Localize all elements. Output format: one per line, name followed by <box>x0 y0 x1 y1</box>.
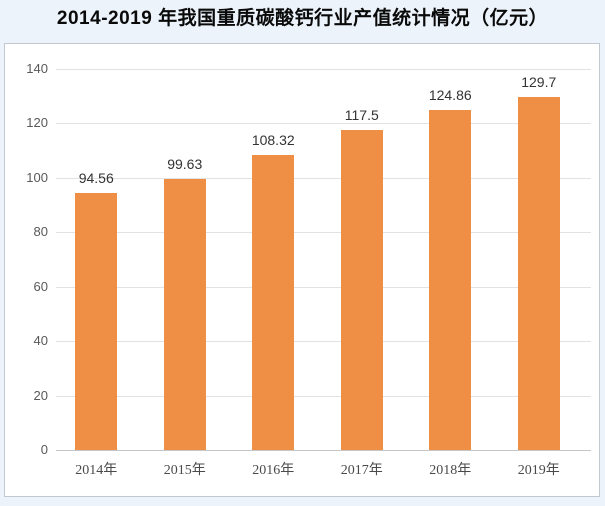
chart-title: 2014-2019 年我国重质碳酸钙行业产值统计情况（亿元） <box>56 8 549 29</box>
bar-2016年 <box>252 155 295 450</box>
x-axis-tick-label: 2015年 <box>163 463 206 478</box>
gridline <box>56 395 591 397</box>
plot-area: 0 20 40 60 80 100 120 140 94.56 2014年 99.63 2015年 10… <box>4 43 600 497</box>
gridline <box>56 286 591 288</box>
y-axis-tick-label: 60 <box>33 278 48 294</box>
x-axis-tick-label: 2014年 <box>75 463 118 478</box>
gridline <box>56 123 591 125</box>
bar-2017年 <box>340 130 383 450</box>
y-axis-tick-label: 20 <box>33 387 48 403</box>
x-axis-line <box>56 450 591 451</box>
bar-value-label: 108.32 <box>251 132 295 149</box>
gridline <box>56 232 591 234</box>
gridline <box>56 69 591 70</box>
bar-value-label: 94.56 <box>78 169 114 186</box>
bar-2014年 <box>75 192 118 450</box>
y-axis-tick-label: 40 <box>33 333 48 349</box>
bar-2018年 <box>429 110 472 450</box>
y-axis-tick-label: 80 <box>33 224 48 240</box>
gridline <box>56 177 591 179</box>
bar-value-label: 124.86 <box>428 87 472 104</box>
x-axis-tick-label: 2019年 <box>517 463 560 478</box>
gridline <box>56 341 591 343</box>
x-axis-tick-label: 2016年 <box>252 463 295 478</box>
x-axis-tick-label: 2018年 <box>429 463 472 478</box>
bar-2015年 <box>163 178 206 450</box>
bar-value-label: 117.5 <box>344 107 379 124</box>
y-axis-tick-label: 140 <box>26 61 48 76</box>
y-axis-tick-label: 100 <box>26 169 48 185</box>
y-axis-tick-label: 120 <box>26 115 48 131</box>
bar-2019年 <box>517 97 560 450</box>
y-axis-tick-label: 0 <box>40 442 48 457</box>
bar-value-label: 99.63 <box>167 155 203 172</box>
x-axis-tick-label: 2017年 <box>340 463 383 478</box>
bar-value-label: 129.7 <box>521 74 557 91</box>
